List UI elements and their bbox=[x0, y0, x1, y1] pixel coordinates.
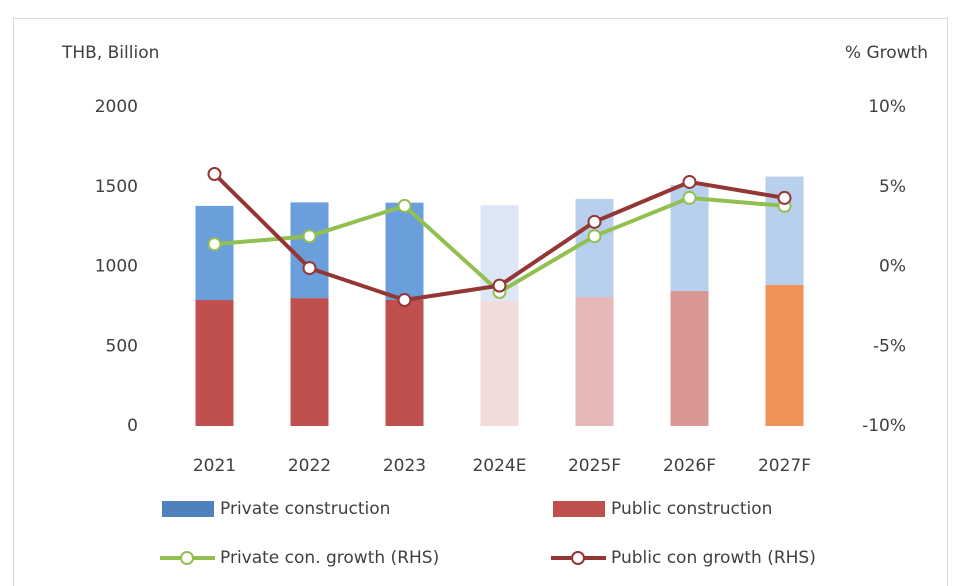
line-marker bbox=[397, 292, 412, 307]
line-marker bbox=[587, 229, 602, 244]
line-marker bbox=[682, 174, 697, 189]
bar bbox=[670, 291, 709, 426]
legend-label: Private con. growth (RHS) bbox=[220, 548, 439, 568]
x-tick-label: 2024E bbox=[472, 456, 526, 476]
y2-tick-label: 10% bbox=[868, 97, 906, 117]
x-tick-label: 2025F bbox=[568, 456, 621, 476]
x-tick-label: 2022 bbox=[288, 456, 331, 476]
y-tick-label: 0 bbox=[127, 416, 138, 436]
y-tick-label: 1500 bbox=[95, 177, 138, 197]
y2-tick-label: -5% bbox=[873, 336, 906, 356]
bar bbox=[575, 198, 614, 297]
x-tick-label: 2026F bbox=[663, 456, 716, 476]
bar bbox=[195, 299, 234, 426]
bar bbox=[385, 299, 424, 426]
line-marker bbox=[302, 229, 317, 244]
y2-tick-label: 0% bbox=[879, 257, 906, 277]
legend-label: Public con growth (RHS) bbox=[611, 548, 816, 568]
y2-tick-label: 5% bbox=[879, 177, 906, 197]
bar bbox=[765, 285, 804, 426]
line-marker bbox=[492, 278, 507, 293]
bar bbox=[290, 298, 329, 426]
legend-marker bbox=[571, 551, 585, 565]
legend-marker bbox=[180, 551, 194, 565]
y-tick-label: 500 bbox=[106, 336, 138, 356]
y-axis-label: THB, Billion bbox=[61, 43, 159, 63]
bar bbox=[195, 205, 234, 300]
line-marker bbox=[777, 190, 792, 205]
bar bbox=[575, 296, 614, 426]
line-marker bbox=[587, 214, 602, 229]
y-tick-label: 2000 bbox=[95, 97, 138, 117]
bar bbox=[480, 300, 519, 426]
x-tick-label: 2021 bbox=[193, 456, 236, 476]
bar bbox=[290, 202, 329, 299]
y-tick-label: 1000 bbox=[95, 257, 138, 277]
legend-swatch bbox=[553, 501, 605, 517]
line-marker bbox=[302, 261, 317, 276]
y2-tick-label: -10% bbox=[862, 416, 906, 436]
line-marker bbox=[207, 237, 222, 252]
legend-label: Public construction bbox=[611, 499, 772, 519]
legend-swatch bbox=[162, 501, 214, 517]
legend-label: Private construction bbox=[220, 499, 390, 519]
line-marker bbox=[207, 166, 222, 181]
line-marker bbox=[397, 198, 412, 213]
x-tick-label: 2027F bbox=[758, 456, 811, 476]
line-marker bbox=[682, 190, 697, 205]
y2-axis-label: % Growth bbox=[845, 43, 928, 63]
x-tick-label: 2023 bbox=[383, 456, 426, 476]
